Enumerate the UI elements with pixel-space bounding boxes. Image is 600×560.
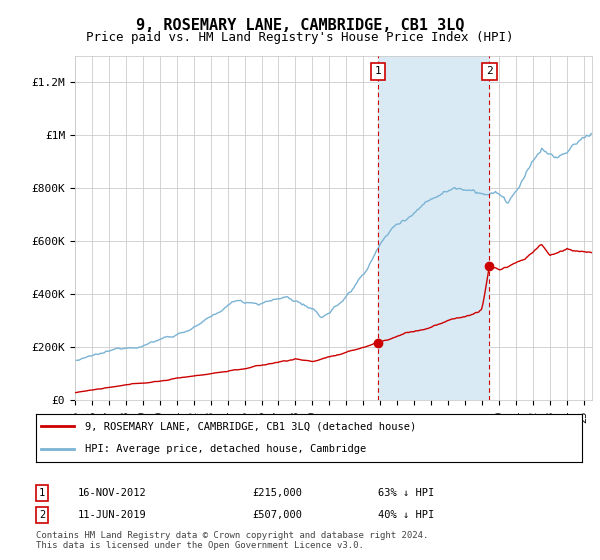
Text: HPI: Average price, detached house, Cambridge: HPI: Average price, detached house, Camb… — [85, 444, 367, 454]
Text: Contains HM Land Registry data © Crown copyright and database right 2024.
This d: Contains HM Land Registry data © Crown c… — [36, 530, 428, 550]
Text: 9, ROSEMARY LANE, CAMBRIDGE, CB1 3LQ (detached house): 9, ROSEMARY LANE, CAMBRIDGE, CB1 3LQ (de… — [85, 421, 416, 431]
Text: 2: 2 — [39, 510, 45, 520]
Text: 11-JUN-2019: 11-JUN-2019 — [78, 510, 147, 520]
Text: 16-NOV-2012: 16-NOV-2012 — [78, 488, 147, 498]
Text: 9, ROSEMARY LANE, CAMBRIDGE, CB1 3LQ: 9, ROSEMARY LANE, CAMBRIDGE, CB1 3LQ — [136, 18, 464, 33]
Text: 63% ↓ HPI: 63% ↓ HPI — [378, 488, 434, 498]
Bar — [378, 56, 490, 400]
Text: 40% ↓ HPI: 40% ↓ HPI — [378, 510, 434, 520]
Text: Price paid vs. HM Land Registry's House Price Index (HPI): Price paid vs. HM Land Registry's House … — [86, 31, 514, 44]
Text: 1: 1 — [39, 488, 45, 498]
Text: £507,000: £507,000 — [252, 510, 302, 520]
Text: 2: 2 — [486, 67, 493, 77]
Text: 1: 1 — [375, 67, 382, 77]
Text: £215,000: £215,000 — [252, 488, 302, 498]
